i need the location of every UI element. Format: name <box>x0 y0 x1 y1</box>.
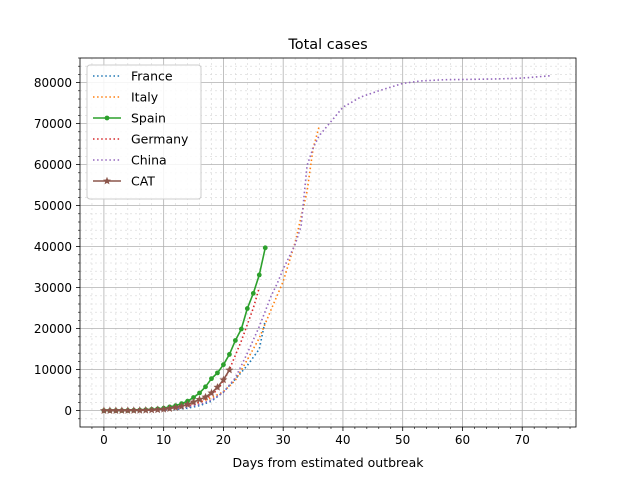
chart-title: Total cases <box>287 37 367 53</box>
data-point-cat <box>195 395 204 403</box>
data-point-cat <box>201 392 210 401</box>
data-point-cat <box>183 400 192 408</box>
y-tick-label: 40000 <box>34 240 72 254</box>
plot-frame <box>79 57 577 428</box>
y-tick-label: 10000 <box>34 363 72 377</box>
data-point-spain <box>215 370 220 376</box>
data-point-cat <box>135 406 144 414</box>
data-point-cat <box>141 406 150 414</box>
legend-box <box>86 64 202 200</box>
x-tick-label: 60 <box>455 433 470 447</box>
data-point-cat <box>159 405 168 413</box>
series-china <box>103 74 553 412</box>
data-point-spain <box>244 306 250 311</box>
series-line-china <box>103 74 553 412</box>
legend-item-spain: Spain <box>93 111 166 126</box>
data-point-spain <box>203 384 208 390</box>
data-point-cat <box>129 406 138 414</box>
legend-item-china: China <box>93 153 167 168</box>
y-tick-label: 70000 <box>34 117 72 131</box>
legend-item-italy: Italy <box>93 90 159 105</box>
data-point-spain <box>191 395 196 400</box>
x-tick-label: 40 <box>335 433 350 447</box>
x-tick-label: 30 <box>276 433 291 447</box>
y-tick-label: 80000 <box>34 76 72 90</box>
data-point-cat <box>207 388 216 397</box>
data-point-cat <box>177 402 186 410</box>
data-point-cat <box>105 406 114 414</box>
legend-item-cat: CAT <box>93 174 155 189</box>
y-tick-label: 30000 <box>34 281 72 295</box>
legend-label-china: China <box>131 153 167 168</box>
x-axis: 0 10 20 30 40 50 60 70 <box>91 427 571 447</box>
legend-marker-cat <box>103 176 111 185</box>
legend-label-spain: Spain <box>131 111 166 126</box>
legend: France Italy Spain Germany China CAT <box>86 64 202 200</box>
y-tick-label: 0 <box>64 404 72 418</box>
legend-item-france: France <box>93 69 173 84</box>
data-point-cat <box>219 375 228 384</box>
x-tick-label: 50 <box>395 433 410 447</box>
data-point-cat <box>189 397 198 406</box>
data-point-spain <box>197 390 202 396</box>
legend-item-germany: Germany <box>93 132 189 147</box>
data-point-cat <box>153 405 162 414</box>
data-point-spain <box>232 338 238 343</box>
data-point-cat <box>117 406 126 414</box>
data-point-spain <box>221 362 226 368</box>
legend-marker-spain <box>104 115 110 121</box>
data-point-cat <box>171 403 180 411</box>
legend-label-france: France <box>131 69 173 84</box>
x-tick-label: 0 <box>100 433 108 447</box>
legend-label-cat: CAT <box>131 174 155 189</box>
series-cat <box>99 365 234 414</box>
data-point-spain <box>238 326 244 332</box>
y-tick-label: 20000 <box>34 322 72 336</box>
data-point-cat <box>111 406 120 414</box>
x-axis-label: Days from estimated outbreak <box>232 455 424 470</box>
y-tick-label: 50000 <box>34 199 72 213</box>
y-axis: 0 10000 20000 30000 40000 50000 60000 70000 8000… <box>34 57 80 420</box>
data-point-cat <box>123 406 132 414</box>
series-layer <box>99 74 553 414</box>
y-tick-label: 60000 <box>34 158 72 172</box>
data-point-cat <box>225 365 234 374</box>
x-tick-label: 70 <box>515 433 530 447</box>
x-tick-label: 10 <box>156 433 171 447</box>
data-point-spain <box>256 272 262 278</box>
legend-label-germany: Germany <box>131 132 189 147</box>
legend-label-italy: Italy <box>131 90 159 105</box>
data-point-spain <box>209 376 214 382</box>
series-line-cat <box>103 369 231 412</box>
x-tick-label: 20 <box>216 433 231 447</box>
data-point-cat <box>99 406 108 414</box>
data-point-cat <box>213 383 222 391</box>
data-point-spain <box>262 245 268 251</box>
data-point-cat <box>165 404 174 412</box>
data-point-spain <box>250 290 256 296</box>
data-point-cat <box>147 405 156 414</box>
data-point-spain <box>226 352 232 357</box>
